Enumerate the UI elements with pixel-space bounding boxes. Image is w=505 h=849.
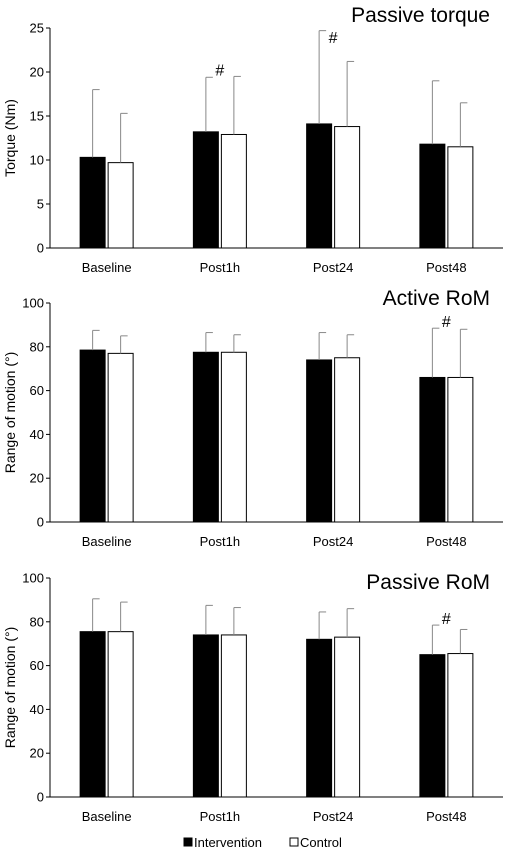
chart-title: Passive RoM — [366, 571, 490, 594]
bar-control — [334, 126, 361, 249]
x-tick-label: Post1h — [200, 534, 240, 549]
bar-control — [447, 376, 474, 523]
y-tick-label: 100 — [22, 571, 44, 586]
bar-control — [220, 133, 247, 249]
significance-mark: # — [215, 62, 224, 79]
y-tick-label: 60 — [30, 383, 44, 398]
y-tick-label: 40 — [30, 427, 44, 442]
y-tick-label: 40 — [30, 702, 44, 717]
y-tick-label: 20 — [30, 471, 44, 486]
bar-control — [334, 636, 361, 798]
bar-intervention — [79, 631, 106, 798]
bar-intervention — [419, 654, 446, 798]
bar-control — [220, 634, 247, 798]
y-tick-label: 10 — [30, 153, 44, 168]
x-tick-label: Baseline — [82, 534, 132, 549]
y-tick-label: 20 — [30, 746, 44, 761]
y-tick-label: 100 — [22, 296, 44, 311]
bar-intervention — [192, 131, 219, 249]
chart-title: Active RoM — [383, 287, 490, 310]
legend-label-control: Control — [300, 835, 342, 849]
y-tick-label: 5 — [37, 197, 44, 212]
x-tick-label: Post24 — [313, 809, 353, 824]
bar-control — [447, 146, 474, 249]
y-tick-label: 0 — [37, 790, 44, 805]
legend-swatch-control — [289, 837, 299, 847]
bar-intervention — [306, 638, 333, 798]
y-tick-label: 80 — [30, 614, 44, 629]
bar-control — [334, 357, 361, 523]
significance-mark: # — [442, 611, 451, 628]
x-tick-label: Post24 — [313, 534, 353, 549]
bar-control — [107, 352, 134, 523]
y-tick-label: 0 — [37, 515, 44, 530]
y-axis-label: Torque (Nm) — [2, 99, 18, 177]
bar-intervention — [419, 143, 446, 249]
chart-panel-1: 0 5 10 15 20 25 Torque (Nm) Passive torque Basel… — [2, 4, 503, 275]
y-axis-label: Range of motion (°) — [2, 352, 18, 474]
bar-control — [447, 653, 474, 798]
y-tick-label: 20 — [30, 65, 44, 80]
x-tick-label: Baseline — [82, 809, 132, 824]
bar-intervention — [306, 359, 333, 523]
bar-intervention — [419, 376, 446, 523]
x-tick-label: Post48 — [426, 809, 466, 824]
legend-swatch-intervention — [183, 837, 193, 847]
y-axis-label: Range of motion (°) — [2, 627, 18, 749]
bar-control — [220, 351, 247, 523]
x-tick-label: Baseline — [82, 260, 132, 275]
bar-intervention — [306, 123, 333, 249]
x-tick-label: Post1h — [200, 809, 240, 824]
y-tick-label: 80 — [30, 339, 44, 354]
chart-panel-2: 0 20 40 60 80 100 Range of motion (°) Active Ro… — [2, 287, 503, 549]
chart-panel-3: 0 20 40 60 80 100 Range of motion (°) Passive R… — [2, 571, 503, 824]
bar-control — [107, 162, 134, 249]
bar-intervention — [192, 351, 219, 523]
bar-intervention — [79, 156, 106, 249]
bar-control — [107, 631, 134, 798]
x-tick-label: Post24 — [313, 260, 353, 275]
y-tick-label: 0 — [37, 241, 44, 256]
bar-intervention — [192, 634, 219, 798]
legend-label-intervention: Intervention — [194, 835, 262, 849]
bar-intervention — [79, 349, 106, 523]
y-tick-label: 15 — [30, 109, 44, 124]
y-tick-label: 60 — [30, 658, 44, 673]
x-tick-label: Post48 — [426, 260, 466, 275]
x-tick-label: Post1h — [200, 260, 240, 275]
y-tick-label: 25 — [30, 21, 44, 36]
chart-title: Passive torque — [351, 4, 490, 27]
significance-mark: # — [442, 314, 451, 331]
significance-mark: # — [329, 30, 338, 47]
x-tick-label: Post48 — [426, 534, 466, 549]
legend: Intervention Control — [183, 835, 342, 849]
